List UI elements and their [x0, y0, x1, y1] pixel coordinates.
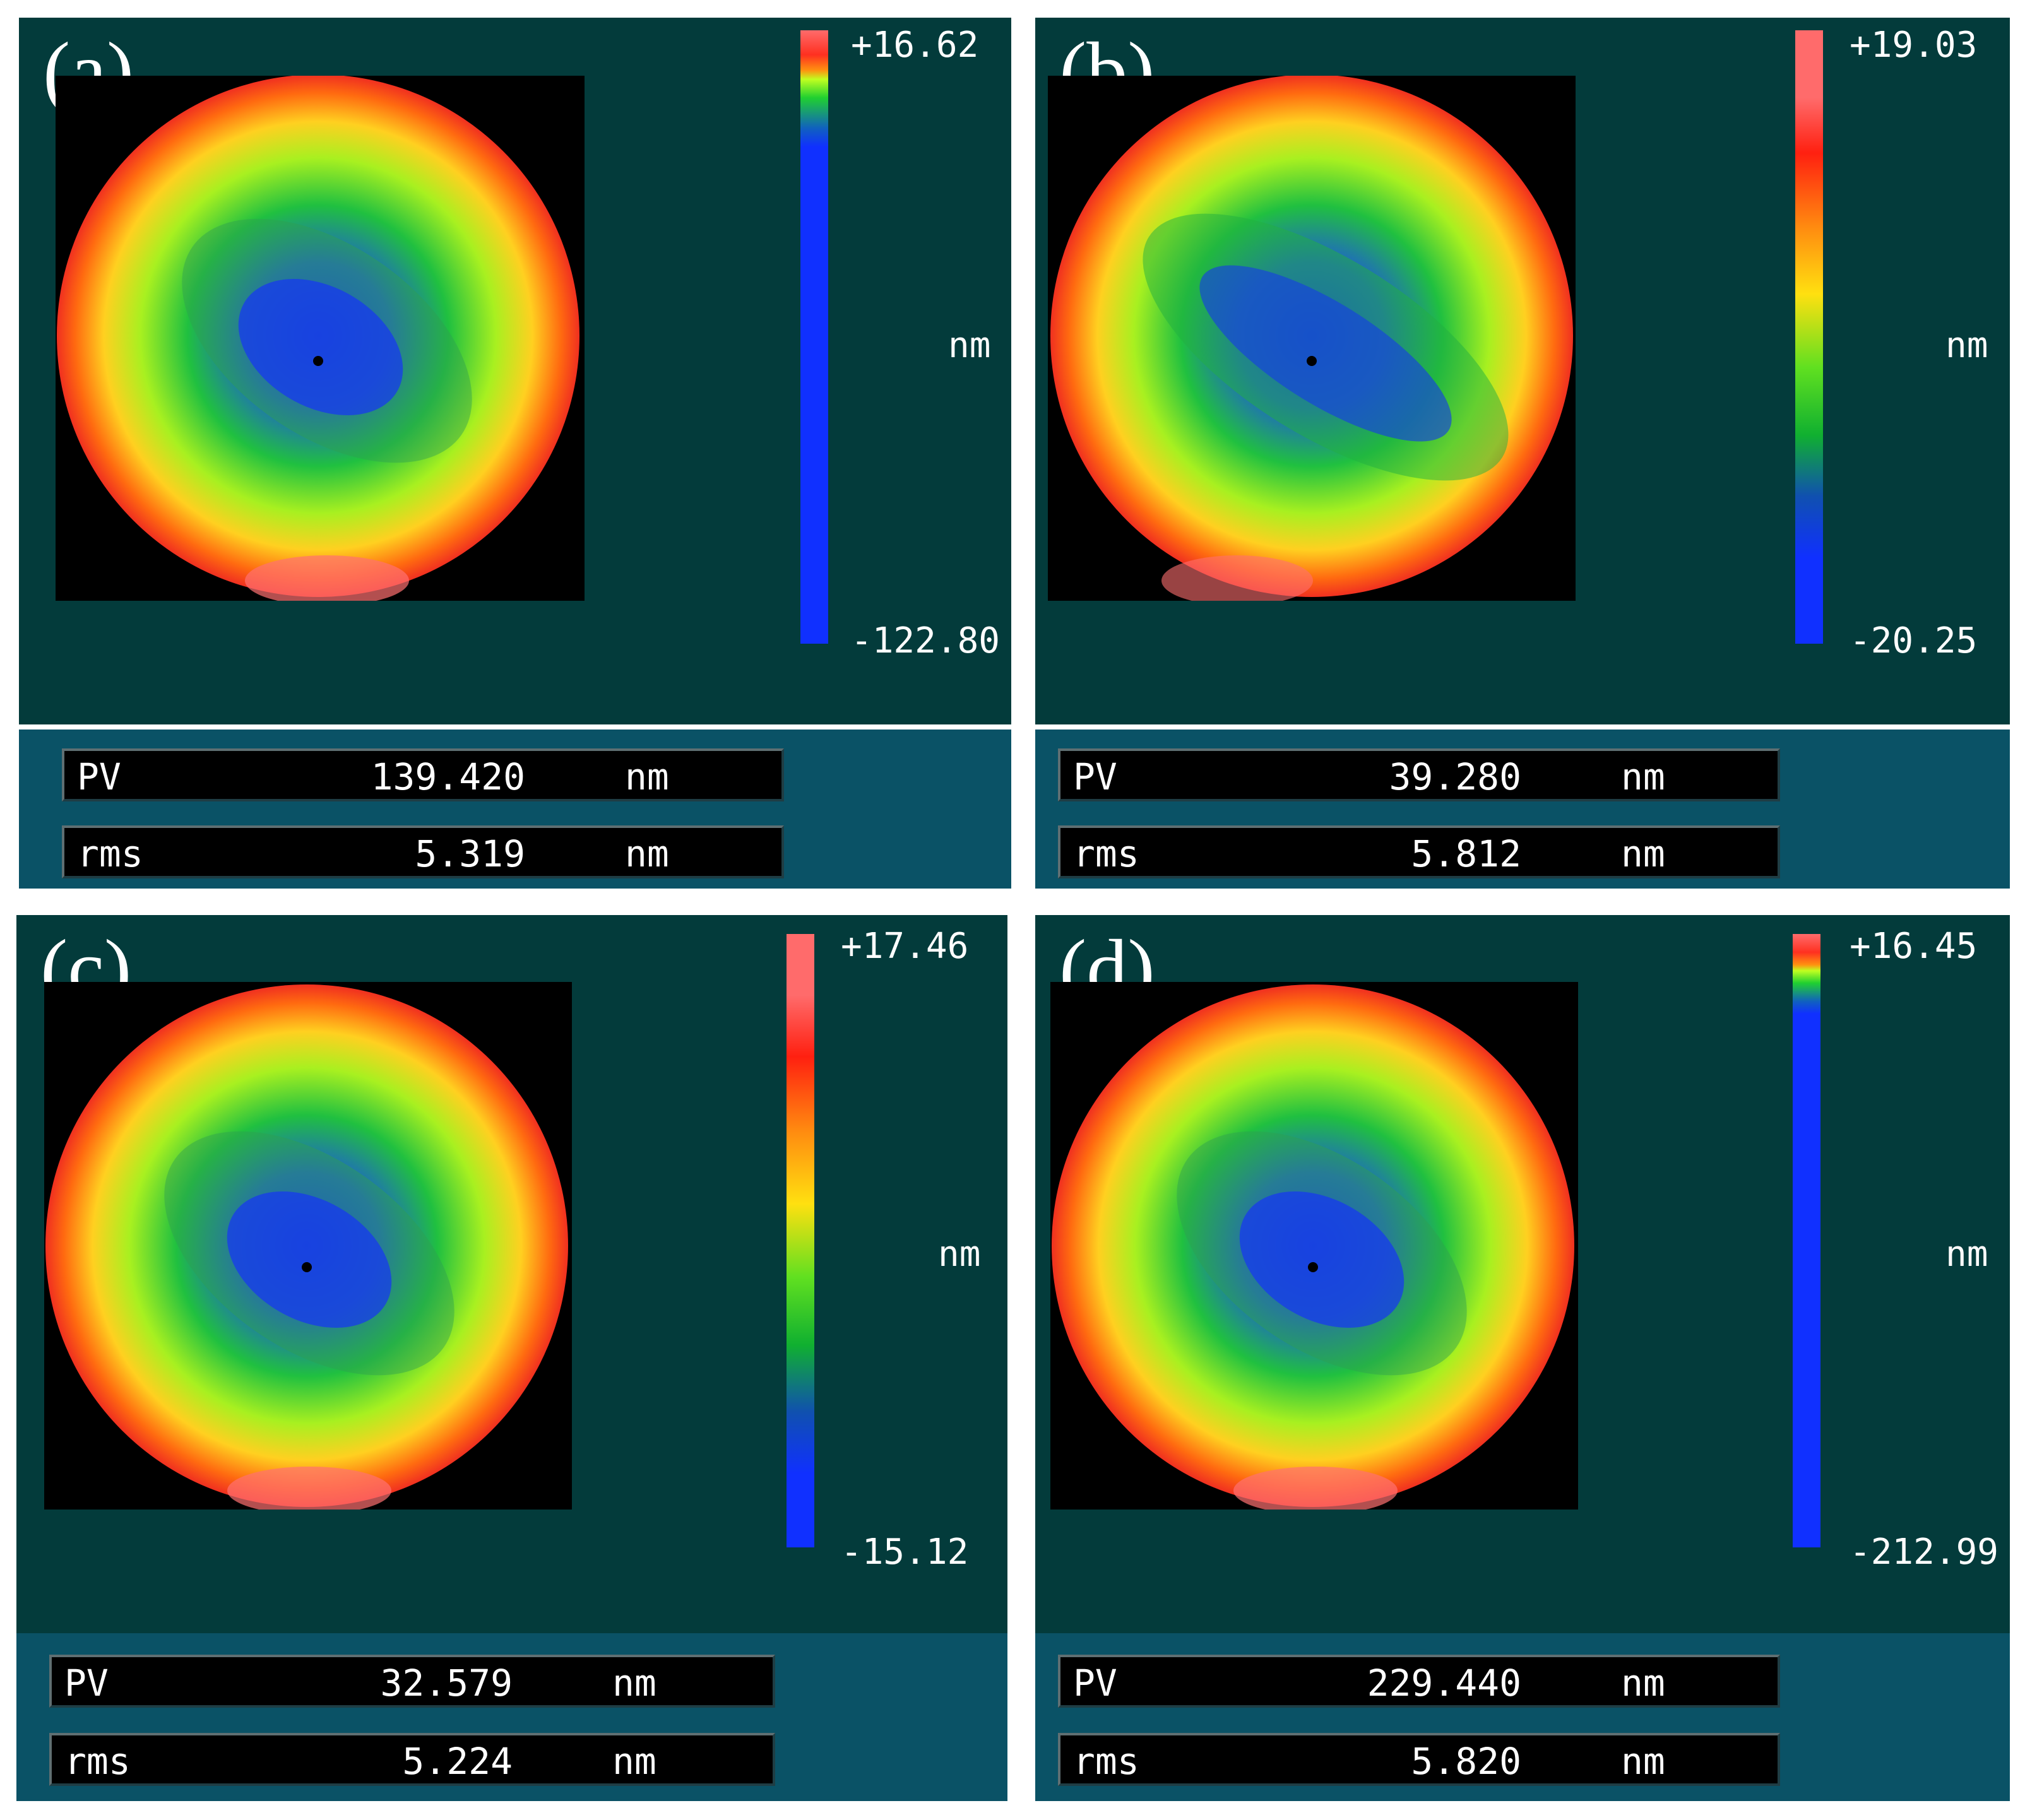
colorbar-min-label: -15.12 [841, 1532, 969, 1573]
stats-area: PV 32.579 nm rms 5.224 nm [16, 1633, 1007, 1801]
surface-map [44, 982, 572, 1510]
colorbar-max-label: +19.03 [1850, 25, 1978, 66]
stats-area: PV 139.420 nm rms 5.319 nm [19, 730, 1011, 889]
colorbar [787, 934, 814, 1547]
rms-unit: nm [1621, 1740, 1665, 1783]
pv-readout: PV 32.579 nm [49, 1655, 775, 1708]
pv-value: 139.420 [371, 755, 525, 798]
rms-value: 5.820 [1411, 1740, 1521, 1783]
surface-map-area: (c) +17.46 nm -15.12 [16, 915, 1007, 1633]
rms-readout: rms 5.224 nm [49, 1733, 775, 1786]
colorbar-unit-label: nm [1945, 325, 1988, 366]
rms-label: rms [1073, 1740, 1139, 1783]
pv-readout: PV 139.420 nm [62, 748, 784, 801]
pv-unit: nm [1621, 1662, 1665, 1705]
surface-map-image [57, 76, 579, 601]
surface-map-area: (d) +16.45 nm -212.99 [1035, 915, 2010, 1633]
rms-unit: nm [612, 1740, 656, 1783]
surface-map [1050, 982, 1578, 1510]
stats-area: PV 229.440 nm rms 5.820 nm [1035, 1633, 2010, 1801]
rms-label: rms [64, 1740, 131, 1783]
rms-readout: rms 5.319 nm [62, 825, 784, 878]
colorbar [1793, 934, 1820, 1547]
rms-value: 5.812 [1411, 832, 1521, 875]
pv-label: PV [64, 1662, 109, 1705]
surface-map-area: (b) +19.03 nm -20.25 [1035, 18, 2010, 724]
pv-unit: nm [1621, 755, 1665, 798]
colorbar-min-label: -122.80 [851, 620, 1001, 661]
colorbar-min-label: -212.99 [1850, 1532, 1999, 1573]
colorbar-max-label: +16.62 [851, 25, 979, 66]
rms-value: 5.224 [402, 1740, 513, 1783]
colorbar [800, 30, 828, 644]
pv-label: PV [1073, 1662, 1117, 1705]
pv-readout: PV 39.280 nm [1058, 748, 1780, 801]
rms-readout: rms 5.820 nm [1058, 1733, 1780, 1786]
rms-value: 5.319 [415, 832, 525, 875]
surface-map [56, 76, 585, 601]
pv-label: PV [77, 755, 121, 798]
panel-d: (d) +16.45 nm -212.99 PV 229.440 nm rms … [1035, 915, 2010, 1801]
colorbar-min-label: -20.25 [1850, 620, 1978, 661]
rms-unit: nm [1621, 832, 1665, 875]
colorbar-max-label: +16.45 [1850, 926, 1978, 967]
panel-a: (a) +16.62 nm -122.80 PV 139.420 nm rms … [19, 18, 1011, 889]
pv-value: 229.440 [1367, 1662, 1521, 1705]
rms-readout: rms 5.812 nm [1058, 825, 1780, 878]
colorbar-unit-label: nm [1945, 1234, 1988, 1275]
rms-label: rms [1073, 832, 1139, 875]
panel-b: (b) +19.03 nm -20.25 PV 39.280 nm rms 5.… [1035, 18, 2010, 889]
colorbar-unit-label: nm [948, 325, 991, 366]
pv-label: PV [1073, 755, 1117, 798]
pv-unit: nm [625, 755, 669, 798]
rms-label: rms [77, 832, 143, 875]
pv-unit: nm [612, 1662, 656, 1705]
pv-readout: PV 229.440 nm [1058, 1655, 1780, 1708]
surface-map-image [45, 984, 568, 1510]
colorbar-max-label: +17.46 [841, 926, 969, 967]
colorbar-unit-label: nm [938, 1234, 981, 1275]
stats-area: PV 39.280 nm rms 5.812 nm [1035, 730, 2010, 889]
rms-unit: nm [625, 832, 669, 875]
surface-map-image [1052, 984, 1574, 1510]
surface-map [1048, 76, 1576, 601]
pv-value: 32.579 [380, 1662, 513, 1705]
surface-map-image [1050, 76, 1573, 601]
surface-map-area: (a) +16.62 nm -122.80 [19, 18, 1011, 724]
pv-value: 39.280 [1389, 755, 1521, 798]
panel-c: (c) +17.46 nm -15.12 PV 32.579 nm rms 5.… [16, 915, 1007, 1801]
colorbar [1795, 30, 1823, 644]
